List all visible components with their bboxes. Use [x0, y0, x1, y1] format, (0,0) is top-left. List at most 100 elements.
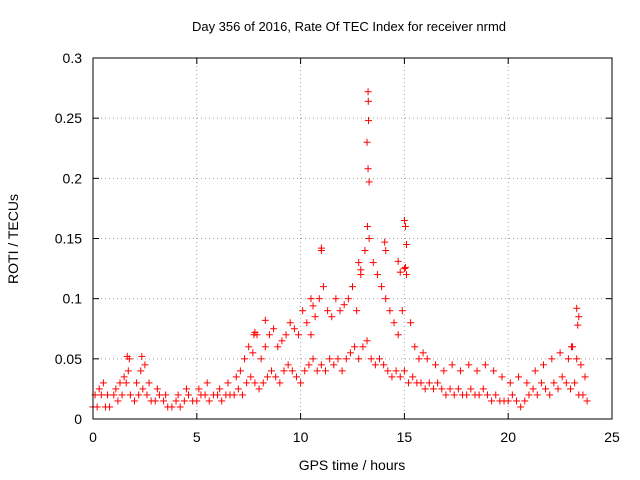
data-point: [259, 379, 267, 387]
data-point: [531, 367, 539, 375]
data-point: [251, 379, 259, 387]
data-point: [573, 355, 581, 363]
y-tick-label: 0.25: [55, 110, 82, 126]
data-point: [357, 266, 365, 274]
data-point: [517, 403, 525, 411]
data-point: [95, 385, 103, 393]
data-point: [322, 367, 330, 375]
data-point: [118, 391, 126, 399]
data-point: [349, 283, 356, 291]
data-point: [529, 385, 537, 393]
data-point: [446, 385, 454, 393]
data-point: [338, 367, 346, 375]
data-point: [284, 361, 292, 369]
data-point: [388, 373, 396, 381]
data-points: [89, 88, 591, 411]
data-point: [401, 222, 409, 230]
axis-ticks: 0 5 10 15 20 25 0 0.05 0.1 0.15 0.2 0.25 0.3: [55, 50, 620, 445]
data-point: [382, 295, 390, 303]
data-point: [241, 355, 249, 363]
data-point: [380, 361, 388, 369]
x-tick-label: 5: [193, 429, 201, 445]
data-point: [550, 379, 558, 387]
data-point: [566, 385, 574, 393]
data-point: [401, 263, 409, 271]
data-point: [160, 397, 168, 405]
data-point: [498, 373, 506, 381]
data-point: [184, 391, 192, 399]
data-point: [574, 321, 582, 329]
data-point: [542, 385, 550, 393]
data-point: [307, 295, 315, 303]
data-point: [278, 337, 286, 345]
data-point: [114, 397, 122, 405]
data-point: [506, 379, 514, 387]
data-point: [336, 307, 344, 315]
data-point: [382, 247, 390, 255]
data-point: [214, 391, 222, 399]
data-point: [373, 271, 381, 279]
x-axis-label: GPS time / hours: [299, 457, 406, 473]
data-point: [315, 295, 323, 303]
data-point: [309, 355, 317, 363]
data-point: [236, 367, 244, 375]
data-point: [394, 331, 402, 339]
data-point: [456, 367, 464, 375]
data-point: [490, 367, 498, 375]
data-point: [174, 391, 182, 399]
data-point: [581, 373, 589, 381]
data-point: [282, 331, 290, 339]
data-point: [419, 349, 427, 357]
y-tick-label: 0.2: [63, 170, 83, 186]
data-point: [332, 295, 340, 303]
data-point: [224, 379, 232, 387]
data-point: [359, 343, 367, 351]
data-point: [438, 385, 446, 393]
data-point: [303, 319, 311, 327]
data-point: [375, 355, 383, 363]
data-point: [483, 391, 491, 399]
data-point: [523, 379, 531, 387]
data-point: [417, 379, 425, 387]
data-point: [537, 379, 545, 387]
data-point: [402, 271, 410, 279]
x-tick-label: 0: [89, 429, 97, 445]
data-point: [425, 379, 433, 387]
data-point: [508, 391, 516, 399]
data-point: [317, 244, 325, 252]
data-point: [250, 331, 258, 339]
data-point: [440, 367, 448, 375]
data-point: [123, 352, 131, 360]
data-point: [203, 379, 211, 387]
data-point: [313, 367, 321, 375]
data-point: [361, 247, 369, 255]
data-point: [151, 397, 159, 405]
data-point: [405, 379, 413, 387]
data-point: [554, 385, 562, 393]
y-tick-label: 0: [74, 411, 82, 427]
data-point: [205, 397, 213, 405]
data-point: [135, 391, 143, 399]
data-point: [442, 391, 450, 399]
data-point: [521, 397, 529, 405]
data-point: [133, 379, 141, 387]
data-point: [137, 367, 145, 375]
data-point: [434, 379, 442, 387]
data-point: [274, 343, 282, 351]
chart-title: Day 356 of 2016, Rate Of TEC Index for r…: [192, 19, 506, 34]
data-point: [562, 379, 570, 387]
data-point: [131, 397, 139, 405]
x-tick-label: 25: [604, 429, 620, 445]
data-point: [238, 391, 246, 399]
data-point: [364, 97, 372, 105]
data-point: [394, 257, 402, 265]
data-point: [481, 361, 489, 369]
data-point: [193, 397, 201, 405]
data-point: [301, 367, 309, 375]
data-point: [290, 325, 298, 333]
data-point: [265, 331, 273, 339]
data-point: [176, 403, 184, 411]
data-point: [533, 391, 541, 399]
data-point: [93, 403, 101, 411]
data-point: [467, 385, 475, 393]
